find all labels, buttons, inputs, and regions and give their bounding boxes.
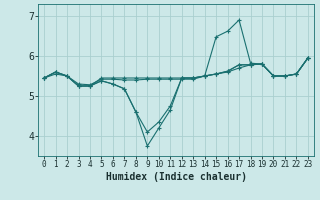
X-axis label: Humidex (Indice chaleur): Humidex (Indice chaleur) (106, 172, 246, 182)
